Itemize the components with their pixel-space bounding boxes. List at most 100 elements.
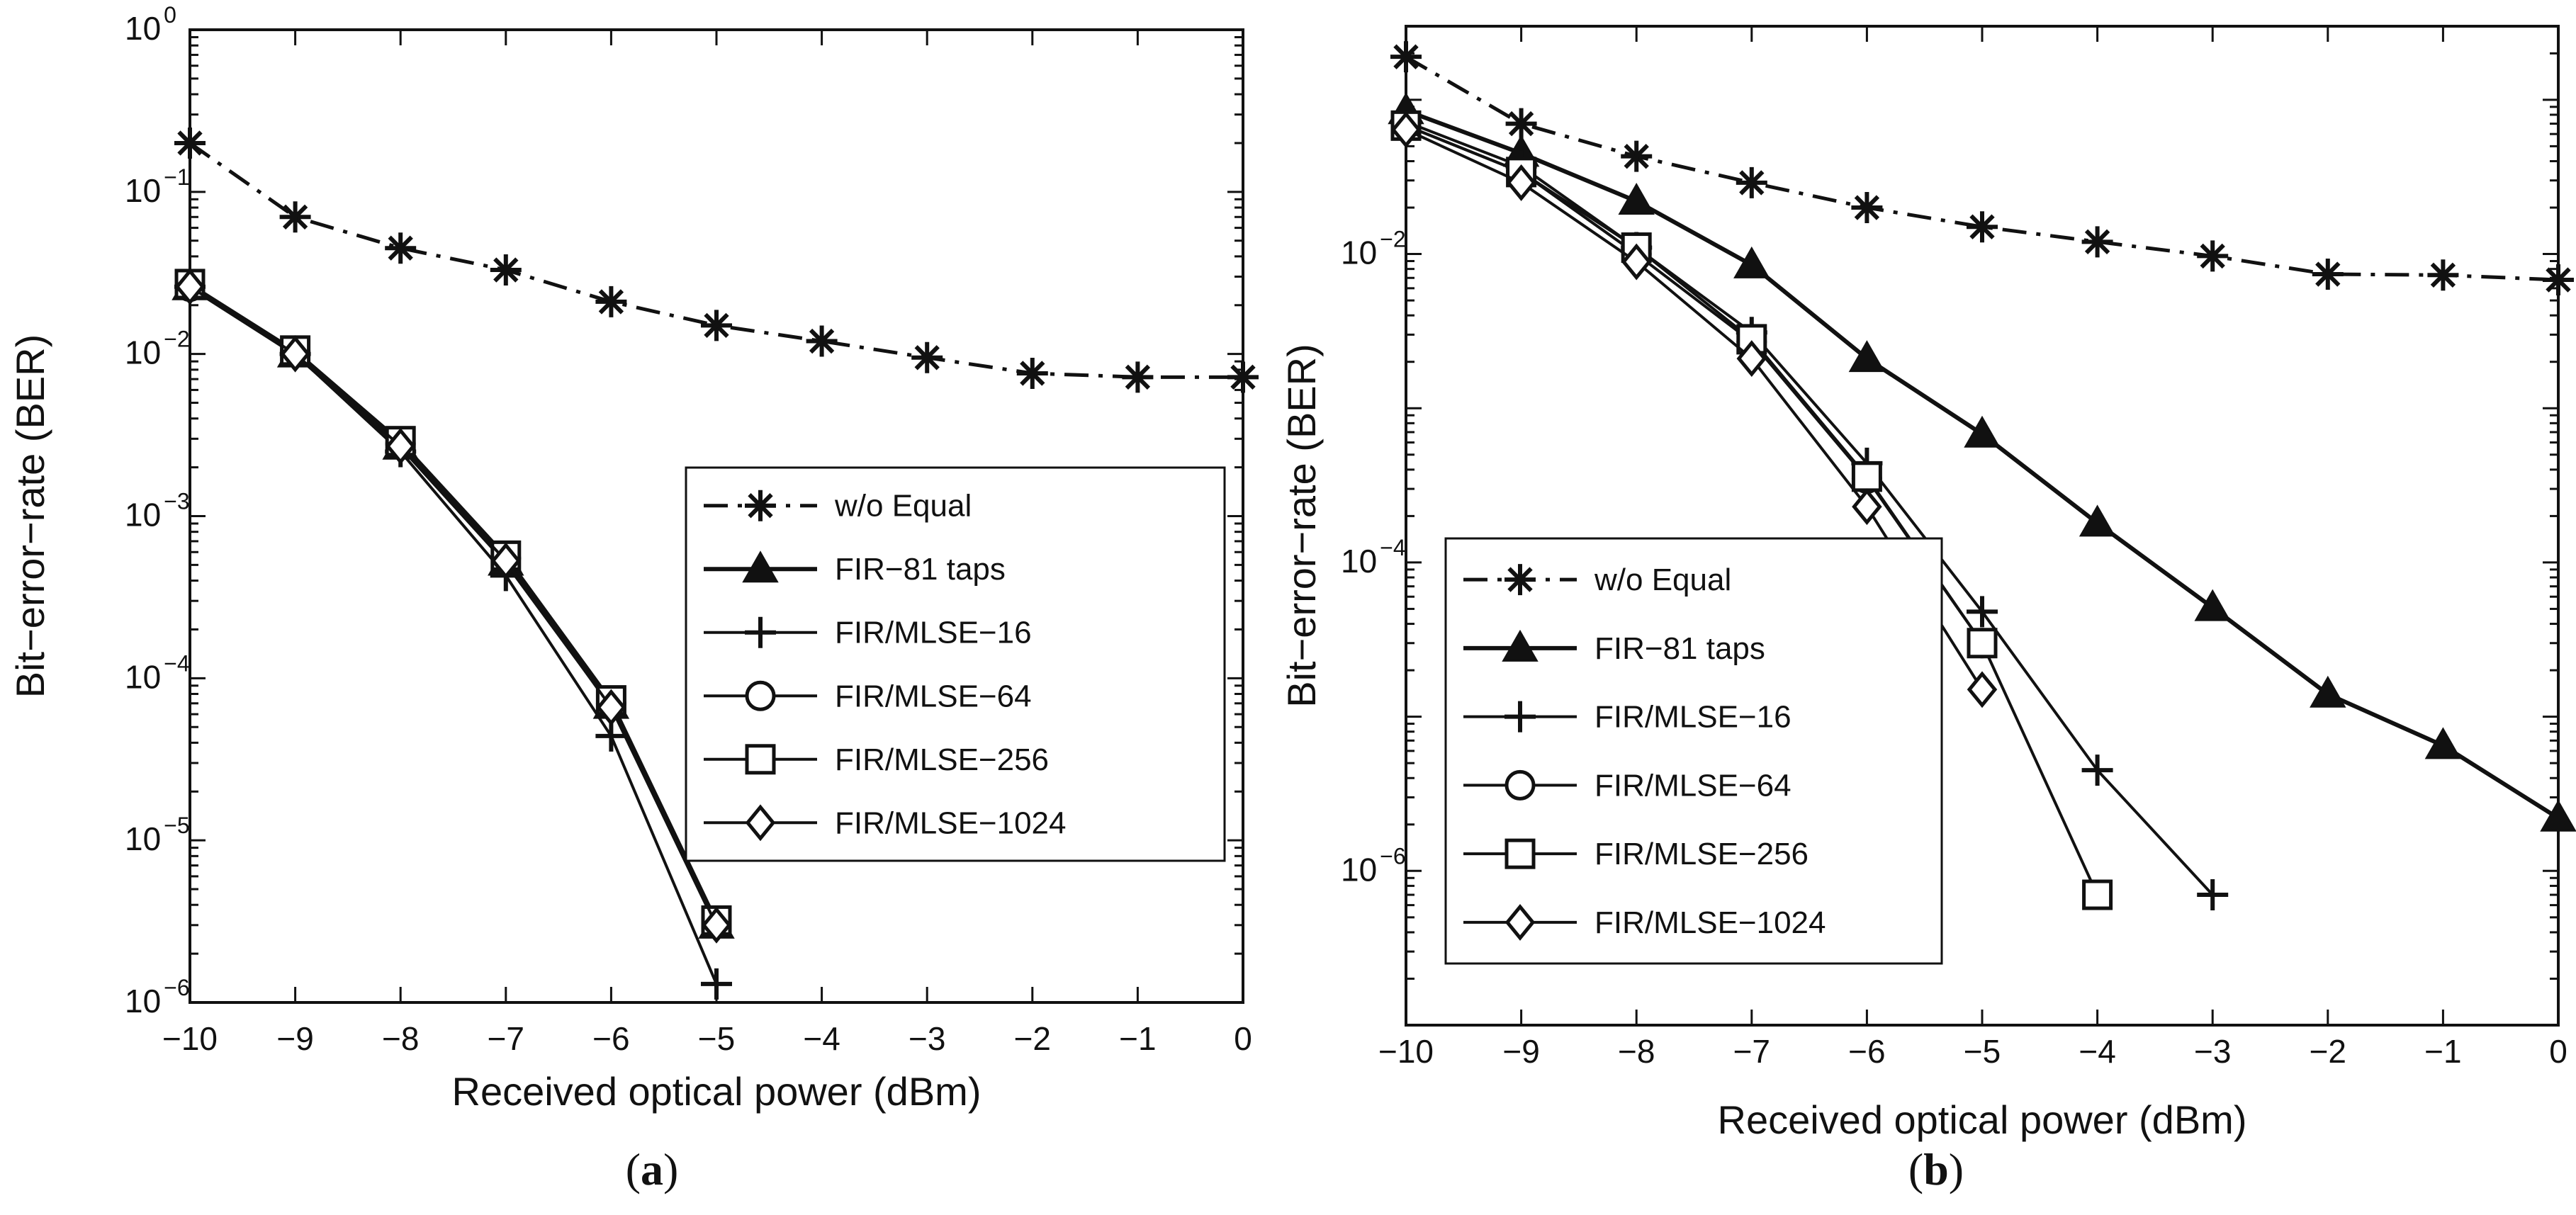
x-axis-label: Received optical power (dBm) xyxy=(1718,1097,2247,1142)
data-point xyxy=(1390,111,1422,149)
data-point xyxy=(1736,166,1767,198)
x-tick-label: −3 xyxy=(2194,1033,2231,1070)
data-point xyxy=(2540,799,2576,832)
data-point xyxy=(1851,192,1883,224)
x-tick-label: −2 xyxy=(1014,1020,1051,1057)
data-point xyxy=(1016,357,1048,389)
x-tick-label: −2 xyxy=(2310,1033,2346,1070)
legend-item: FIR/MLSE−64 xyxy=(704,679,1032,713)
legend-label: FIR/MLSE−256 xyxy=(835,742,1049,777)
chart-panel-b: −10 −9 −8 −7 −6 −5 −4 −3 −2 −1 010−210−410 −6Receiv… xyxy=(1279,25,2576,1142)
data-point xyxy=(2543,264,2574,296)
series-line xyxy=(1405,120,2214,896)
x-tick-label: −7 xyxy=(1733,1033,1770,1070)
legend-label: FIR/MLSE−64 xyxy=(835,679,1032,713)
legend-marker xyxy=(745,680,776,711)
x-tick-label: −10 xyxy=(162,1020,218,1057)
data-point xyxy=(1852,488,1882,526)
data-point xyxy=(2424,727,2462,759)
y-tick-label: 10 −2 xyxy=(125,327,190,371)
legend-item: FIR−81 taps xyxy=(1463,629,1765,666)
series-w-o-equal xyxy=(1390,41,2574,296)
data-point xyxy=(1505,108,1537,140)
data-point xyxy=(1506,164,1536,201)
y-tick-label: 10 0 xyxy=(125,2,176,47)
data-point xyxy=(2197,879,2229,911)
caption-a: (a) xyxy=(626,1144,679,1194)
legend-item: w/o Equal xyxy=(704,489,972,524)
legend-item: FIR/MLSE−256 xyxy=(1463,837,1809,871)
legend: w/o Equal FIR−81 taps FIR/MLSE−16 FIR/MLSE−… xyxy=(685,466,1226,862)
data-point xyxy=(2081,755,2113,786)
legend-label: FIR/MLSE−16 xyxy=(1594,700,1792,735)
legend-marker xyxy=(1504,769,1536,801)
data-point xyxy=(1967,596,1998,628)
data-point xyxy=(490,254,522,286)
legend-label: FIR/MLSE−16 xyxy=(835,616,1032,650)
legend-marker xyxy=(1504,701,1536,733)
series-line xyxy=(189,141,1243,379)
y-axis-label: Bit−error−rate (BER) xyxy=(8,334,52,699)
legend-label: w/o Equal xyxy=(1594,563,1731,597)
y-tick-label: 10 −1 xyxy=(125,164,190,209)
data-point xyxy=(1967,628,1998,659)
series-w-o-equal xyxy=(174,127,1259,393)
data-point xyxy=(2427,259,2459,291)
data-point xyxy=(385,427,416,465)
data-point xyxy=(1122,361,1154,393)
x-tick-label: −10 xyxy=(1378,1033,1434,1070)
legend-label: FIR−81 taps xyxy=(835,552,1006,587)
x-tick-label: −9 xyxy=(1502,1033,1539,1070)
data-point xyxy=(1621,243,1652,281)
x-axis-label: Received optical power (dBm) xyxy=(452,1069,982,1114)
y-tick-label: 10 −4 xyxy=(1341,535,1406,580)
legend-item: FIR/MLSE−16 xyxy=(1463,700,1792,735)
y-tick-label: 10 −5 xyxy=(125,813,190,857)
data-point xyxy=(596,689,626,726)
x-tick-label: −8 xyxy=(1618,1033,1655,1070)
data-point xyxy=(1736,340,1767,378)
data-point xyxy=(595,286,627,317)
x-tick-label: −9 xyxy=(276,1020,313,1057)
data-point xyxy=(1621,140,1653,172)
series-line xyxy=(189,283,718,922)
y-tick-label: 10 −2 xyxy=(1341,227,1406,271)
data-point xyxy=(1964,415,2001,448)
data-point xyxy=(490,542,522,580)
x-tick-label: −1 xyxy=(1119,1020,1156,1057)
data-point xyxy=(174,127,206,159)
data-point xyxy=(1227,361,1259,393)
series-fir-mlse-1024 xyxy=(174,268,732,944)
data-point xyxy=(2312,259,2344,290)
data-point xyxy=(2082,879,2113,910)
data-point xyxy=(2194,589,2231,621)
data-point xyxy=(1618,182,1655,215)
x-tick-label: 0 xyxy=(2549,1033,2567,1070)
legend-marker xyxy=(1504,903,1536,941)
y-tick-label: 10 −4 xyxy=(125,650,190,695)
x-tick-label: −8 xyxy=(382,1020,419,1057)
legend-marker xyxy=(745,490,776,521)
data-point xyxy=(1967,671,1998,708)
data-point xyxy=(701,906,732,944)
series-line xyxy=(1405,128,1984,691)
legend-item: FIR/MLSE−64 xyxy=(1463,768,1792,803)
legend-label: w/o Equal xyxy=(834,489,972,524)
legend-item: FIR/MLSE−1024 xyxy=(704,804,1067,842)
legend-item: w/o Equal xyxy=(1463,563,1731,597)
legend-label: FIR/MLSE−256 xyxy=(1594,837,1809,871)
legend-label: FIR/MLSE−1024 xyxy=(1594,905,1826,940)
data-point xyxy=(1733,246,1770,278)
data-point xyxy=(279,201,311,233)
legend-item: FIR−81 taps xyxy=(704,550,1006,587)
legend-marker xyxy=(745,616,776,648)
data-point xyxy=(911,341,943,373)
series-line xyxy=(189,286,718,926)
x-tick-label: −6 xyxy=(1848,1033,1885,1070)
data-point xyxy=(1967,211,1998,243)
legend-item: FIR/MLSE−1024 xyxy=(1463,903,1826,941)
data-point xyxy=(2081,226,2113,258)
y-tick-label: 10 −6 xyxy=(1341,843,1406,888)
x-tick-label: −4 xyxy=(803,1020,840,1057)
